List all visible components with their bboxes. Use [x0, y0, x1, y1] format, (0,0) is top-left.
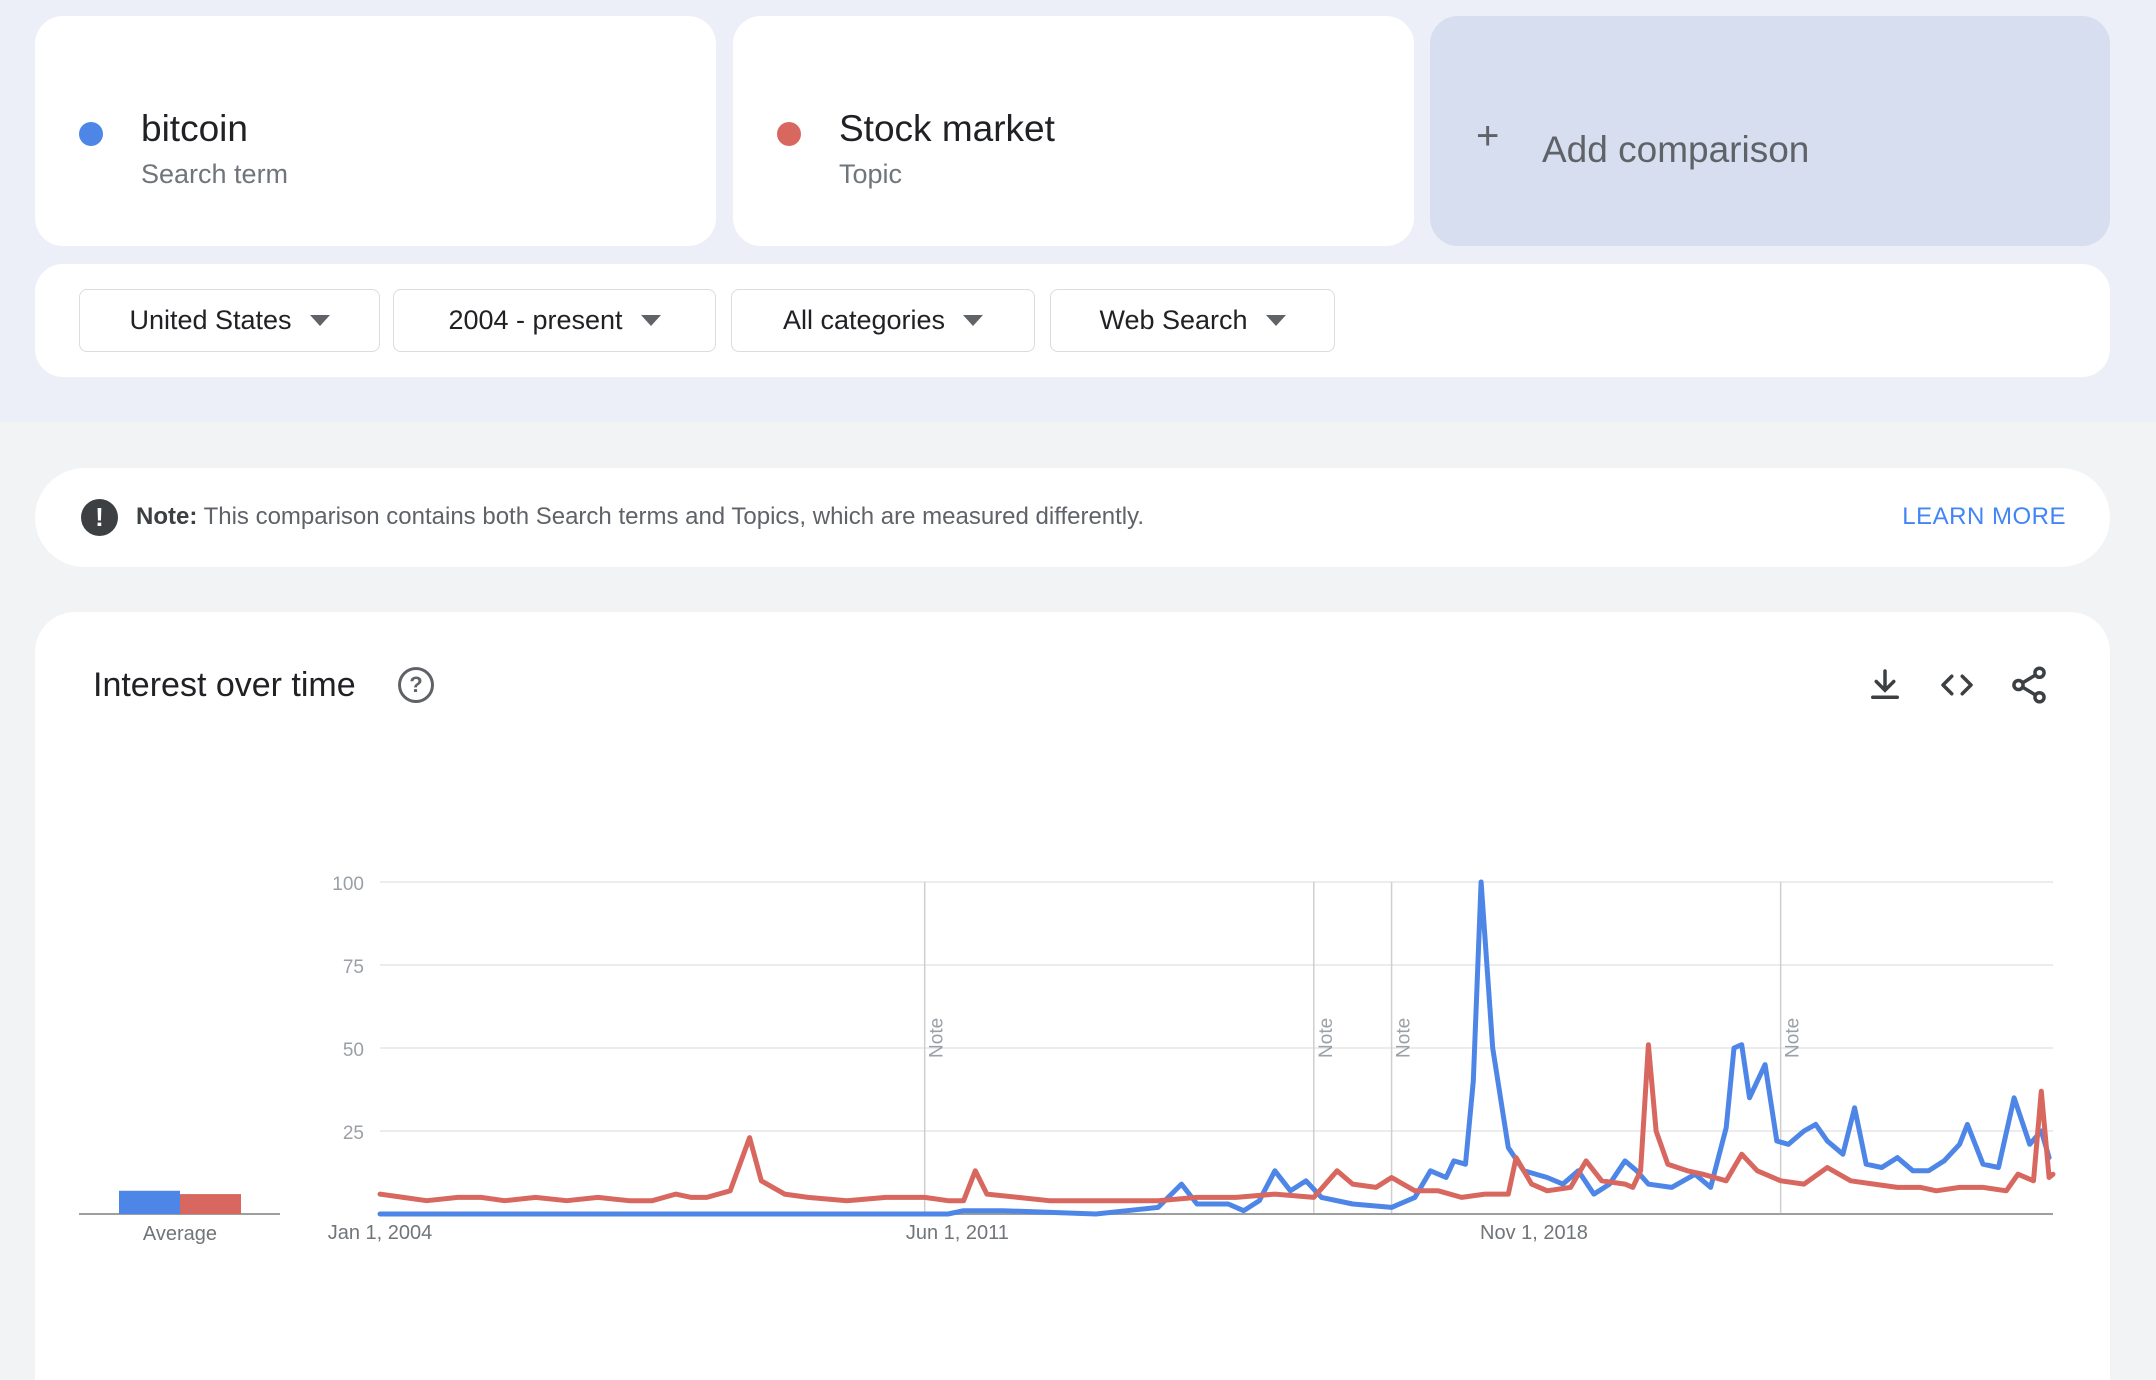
- note-label: Note: [927, 1018, 948, 1058]
- term-color-dot: [777, 122, 801, 146]
- category-dropdown[interactable]: All categories: [731, 289, 1035, 352]
- term-name: Stock market: [839, 108, 1055, 149]
- note-label: Note: [1783, 1018, 1804, 1058]
- plus-icon: +: [1476, 114, 1500, 158]
- x-tick-label: Jan 1, 2004: [328, 1222, 433, 1244]
- y-tick-label: 25: [343, 1123, 364, 1144]
- search-property-value: Web Search: [1099, 305, 1248, 335]
- average-label: Average: [143, 1223, 217, 1245]
- region-dropdown[interactable]: United States: [79, 289, 380, 352]
- add-comparison-label: Add comparison: [1542, 129, 1810, 170]
- time-range-value: 2004 - present: [448, 305, 623, 335]
- exclamation-icon: !: [81, 499, 118, 536]
- note-label: Note: [1316, 1018, 1337, 1058]
- y-tick-label: 50: [343, 1040, 364, 1061]
- x-tick-label: Nov 1, 2018: [1480, 1222, 1588, 1244]
- term-card-stock-market[interactable]: Stock market Topic: [733, 16, 1414, 246]
- note-message: This comparison contains both Search ter…: [203, 503, 1145, 530]
- note-label: Note:: [136, 503, 198, 530]
- download-icon[interactable]: [1864, 664, 1906, 706]
- chart-title: Interest over time: [93, 666, 356, 704]
- dropdown-caret-icon: [963, 315, 984, 326]
- note-label: Note: [1394, 1018, 1415, 1058]
- average-bar-bitcoin: [119, 1190, 180, 1214]
- term-card-bitcoin[interactable]: bitcoin Search term: [35, 16, 716, 246]
- search-property-dropdown[interactable]: Web Search: [1050, 289, 1335, 352]
- interest-chart: 100 75 50 25 Note Note Note Note Jan 1, 2004 Jun …: [79, 874, 2056, 1245]
- share-icon[interactable]: [2008, 664, 2050, 706]
- term-color-dot: [79, 122, 103, 146]
- dropdown-caret-icon: [1265, 315, 1286, 326]
- y-tick-label: 75: [343, 957, 364, 978]
- term-type: Topic: [839, 159, 903, 189]
- learn-more-link[interactable]: LEARN MORE: [1902, 503, 2066, 530]
- help-circle-icon[interactable]: ?: [398, 667, 434, 703]
- embed-code-icon[interactable]: [1936, 664, 1978, 706]
- region-value: United States: [129, 305, 292, 335]
- x-tick-label: Jun 1, 2011: [906, 1222, 1009, 1244]
- interest-over-time-card: Interest over time ? 100 75 50 25 Note Note No…: [35, 612, 2110, 1380]
- dropdown-caret-icon: [640, 315, 661, 326]
- series-line-stock-market: [377, 1042, 2056, 1204]
- add-comparison-button[interactable]: + Add comparison: [1430, 16, 2110, 246]
- category-value: All categories: [782, 305, 946, 335]
- term-type: Search term: [141, 159, 289, 189]
- note-text: Note: This comparison contains both Sear…: [136, 503, 1144, 531]
- term-name: bitcoin: [141, 108, 248, 149]
- dropdown-caret-icon: [309, 315, 330, 326]
- time-range-dropdown[interactable]: 2004 - present: [393, 289, 716, 352]
- y-tick-label: 100: [332, 874, 364, 895]
- average-bar-stock-market: [180, 1194, 241, 1214]
- comparison-note-banner: ! Note: This comparison contains both Se…: [35, 468, 2110, 567]
- filter-bar: United States 2004 - present All categor…: [35, 264, 2110, 377]
